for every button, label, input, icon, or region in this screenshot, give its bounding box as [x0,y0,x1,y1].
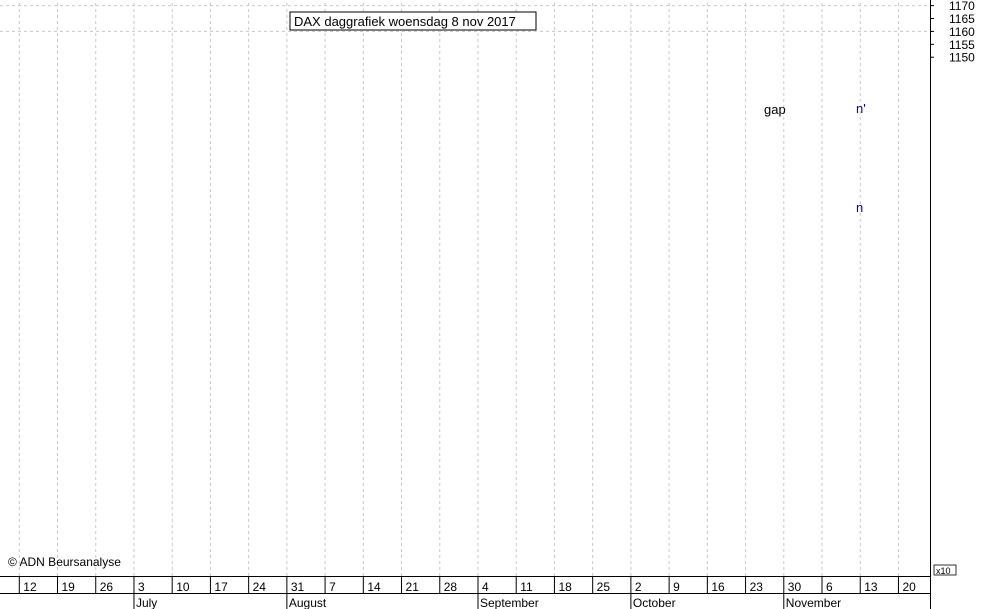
month-label: September [480,596,539,609]
x-tick-label: 30 [788,580,802,594]
x-tick-label: 26 [100,580,114,594]
x-tick-label: 11 [520,580,533,594]
credit-label: © ADN Beursanalyse [8,555,121,569]
x-tick-label: 3 [138,580,145,594]
y-tick-label: 1155 [949,38,975,52]
scale-multiplier-label: x10 [936,566,951,576]
x-tick-label: 2 [635,580,642,594]
title-box [289,11,537,31]
gap-label: gap [764,102,786,117]
x-tick-label: 13 [864,580,878,594]
chart-title: DAX daggrafiek woensdag 8 nov 2017 [294,14,516,29]
x-tick-label: 31 [291,580,305,594]
x-tick-label: 20 [902,580,916,594]
x-tick-label: 18 [558,580,572,594]
x-tick-label: 28 [444,580,458,594]
month-label: October [633,596,676,609]
y-tick-label: 1160 [949,25,975,39]
moving-average-long-line [0,0,844,8]
axes-layer [0,0,957,609]
x-tick-label: 24 [253,580,267,594]
x-tick-label: 16 [711,580,725,594]
x-tick-label: 17 [214,580,228,594]
x-tick-label: 6 [826,580,833,594]
x-tick-label: 9 [673,580,680,594]
moving-averages-layer [0,0,844,8]
x-tick-label: 25 [597,580,611,594]
y-tick-label: 1165 [949,12,975,26]
x-tick-label: 7 [329,580,336,594]
triangle-lower-label: n [856,200,863,215]
triangle-upper-label: n' [856,101,866,116]
x-tick-label: 12 [23,580,37,594]
grid-layer [0,3,930,576]
x-tick-label: 14 [367,580,381,594]
x-tick-label: 4 [482,580,489,594]
y-tick-label: 1150 [949,51,975,65]
month-label: August [289,596,327,609]
month-label: November [786,596,841,609]
month-label: July [136,596,157,609]
x-tick-label: 21 [406,580,420,594]
scale-multiplier-box [933,564,957,576]
x-tick-label: 10 [176,580,190,594]
x-tick-label: 23 [750,580,764,594]
x-tick-label: 19 [62,580,76,594]
y-tick-label: 1170 [949,0,975,13]
